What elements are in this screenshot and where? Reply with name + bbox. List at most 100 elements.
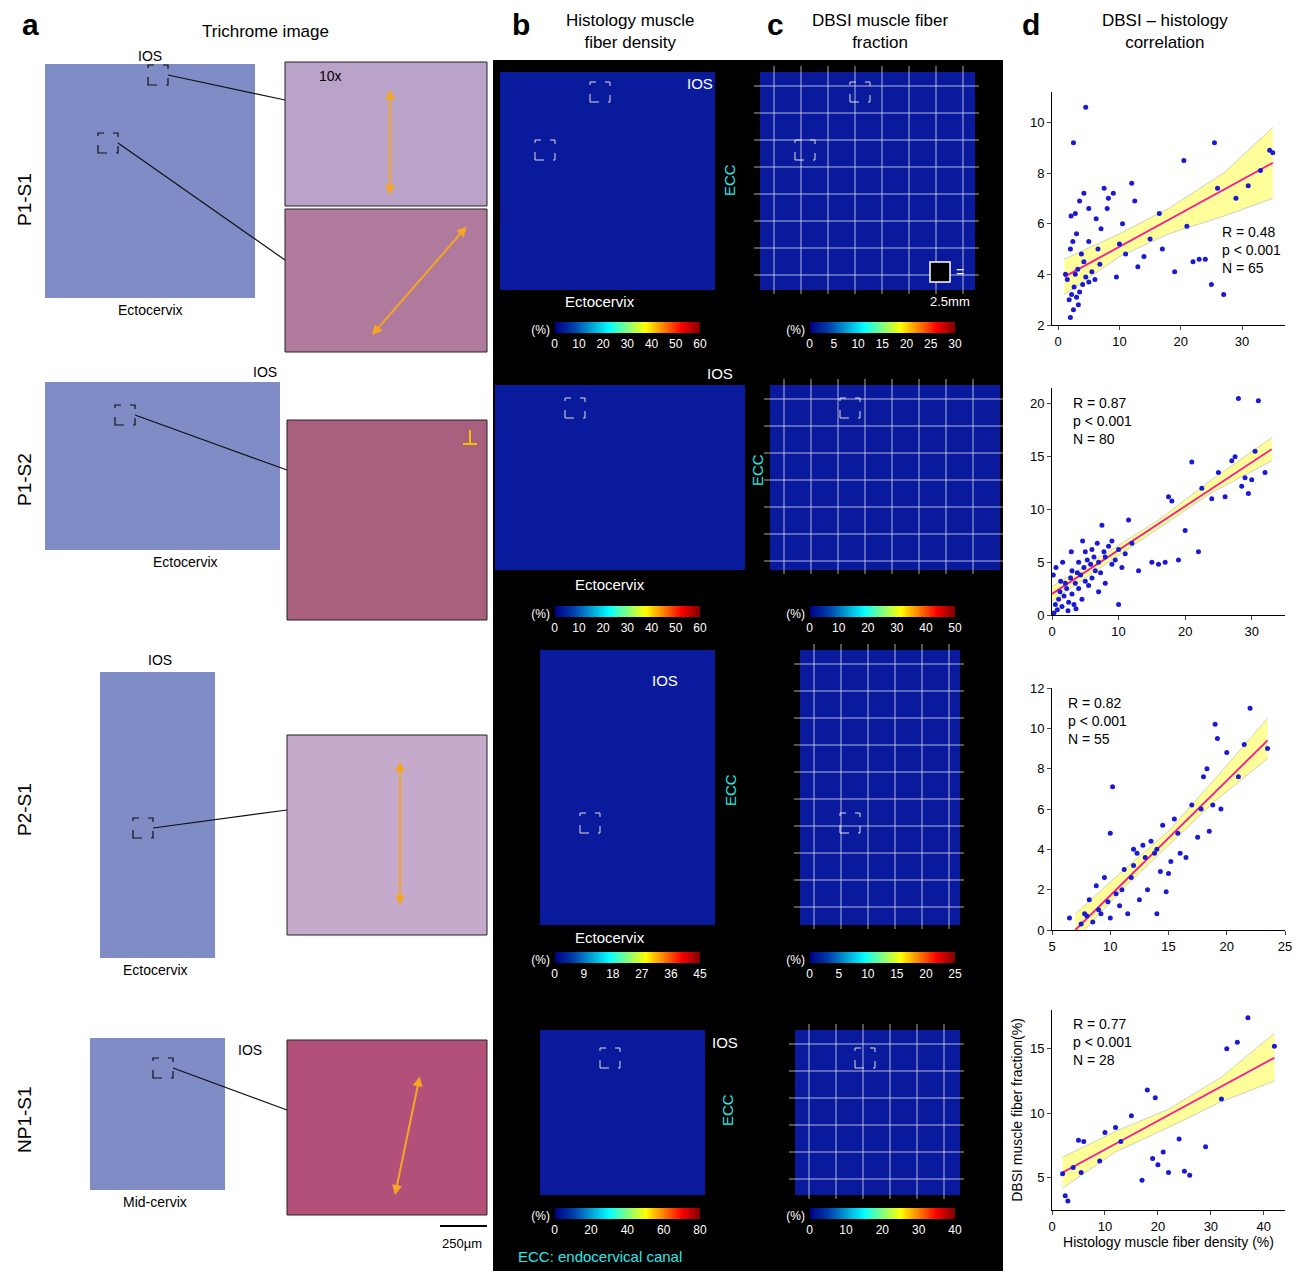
svg-text:IOS: IOS	[707, 365, 733, 382]
svg-text:8: 8	[1037, 761, 1044, 776]
svg-text:Ectocervix: Ectocervix	[565, 293, 635, 310]
svg-text:0: 0	[806, 621, 813, 635]
svg-text:Ectocervix: Ectocervix	[575, 576, 645, 593]
svg-text:0: 0	[551, 337, 558, 351]
svg-text:9: 9	[580, 967, 587, 981]
svg-text:(%): (%)	[531, 1209, 550, 1223]
svg-text:P1-S1: P1-S1	[14, 173, 35, 226]
svg-text:10: 10	[1030, 721, 1044, 736]
svg-text:ECC: ECC	[722, 774, 739, 806]
svg-text:0: 0	[1048, 1219, 1055, 1234]
svg-text:25: 25	[948, 967, 962, 981]
svg-text:Ectocervix: Ectocervix	[118, 302, 183, 318]
svg-text:P1-S2: P1-S2	[14, 453, 35, 506]
svg-text:DBSI – histologycorrelation: DBSI – histologycorrelation	[1102, 11, 1228, 52]
svg-text:10: 10	[1103, 939, 1117, 954]
svg-text:DBSI muscle fiber fraction(%): DBSI muscle fiber fraction(%)	[1009, 1018, 1025, 1202]
svg-text:20: 20	[1151, 1219, 1165, 1234]
svg-text:12: 12	[1030, 681, 1044, 696]
svg-text:50: 50	[669, 621, 683, 635]
svg-text:8: 8	[1037, 166, 1044, 181]
svg-text:10: 10	[1098, 1219, 1112, 1234]
svg-text:ECC: ECC	[721, 164, 738, 196]
svg-text:60: 60	[693, 337, 707, 351]
svg-text:50: 50	[948, 621, 962, 635]
svg-text:20: 20	[1178, 624, 1192, 639]
svg-text:IOS: IOS	[148, 652, 172, 668]
svg-text:(%): (%)	[786, 607, 805, 621]
svg-text:5: 5	[1037, 1170, 1044, 1185]
svg-text:6: 6	[1037, 216, 1044, 231]
svg-text:40: 40	[919, 621, 933, 635]
svg-text:36: 36	[664, 967, 678, 981]
svg-text:30: 30	[621, 337, 635, 351]
svg-text:5: 5	[831, 337, 838, 351]
svg-text:18: 18	[606, 967, 620, 981]
svg-text:15: 15	[1161, 939, 1175, 954]
svg-text:0: 0	[806, 967, 813, 981]
svg-text:IOS: IOS	[652, 672, 678, 689]
svg-text:(%): (%)	[531, 607, 550, 621]
svg-text:80: 80	[693, 1223, 707, 1237]
svg-text:10: 10	[572, 621, 586, 635]
svg-text:2.5mm: 2.5mm	[930, 294, 970, 309]
svg-text:IOS: IOS	[253, 364, 277, 380]
svg-text:=: =	[956, 264, 964, 280]
svg-text:2: 2	[1037, 318, 1044, 333]
svg-text:R = 0.48p < 0.001N = 65: R = 0.48p < 0.001N = 65	[1222, 224, 1281, 276]
svg-text:45: 45	[693, 967, 707, 981]
svg-text:15: 15	[1030, 1041, 1044, 1056]
svg-text:R = 0.87p < 0.001N = 80: R = 0.87p < 0.001N = 80	[1073, 395, 1132, 447]
svg-text:0: 0	[1037, 923, 1044, 938]
svg-text:10: 10	[1030, 502, 1044, 517]
svg-text:20: 20	[900, 337, 914, 351]
svg-text:20: 20	[876, 1223, 890, 1237]
svg-text:Ectocervix: Ectocervix	[575, 929, 645, 946]
svg-text:10x: 10x	[319, 68, 342, 84]
svg-text:IOS: IOS	[238, 1042, 262, 1058]
svg-text:5: 5	[835, 967, 842, 981]
svg-text:40: 40	[948, 1223, 962, 1237]
svg-text:20: 20	[596, 621, 610, 635]
svg-text:Ectocervix: Ectocervix	[123, 962, 188, 978]
svg-text:0: 0	[806, 337, 813, 351]
svg-text:10: 10	[839, 1223, 853, 1237]
svg-text:a: a	[22, 8, 39, 41]
svg-text:IOS: IOS	[712, 1034, 738, 1051]
svg-text:0: 0	[551, 1223, 558, 1237]
svg-text:(%): (%)	[786, 323, 805, 337]
svg-text:Histology musclefiber density: Histology musclefiber density	[566, 11, 695, 52]
svg-text:(%): (%)	[531, 323, 550, 337]
svg-text:2: 2	[1037, 882, 1044, 897]
svg-text:30: 30	[1244, 624, 1258, 639]
svg-text:40: 40	[1257, 1219, 1271, 1234]
svg-text:IOS: IOS	[687, 75, 713, 92]
svg-text:IOS: IOS	[138, 48, 162, 64]
svg-text:0: 0	[806, 1223, 813, 1237]
svg-text:0: 0	[1037, 608, 1044, 623]
svg-text:DBSI muscle fiberfraction: DBSI muscle fiberfraction	[812, 11, 948, 52]
svg-text:10: 10	[1030, 1106, 1044, 1121]
svg-text:40: 40	[645, 621, 659, 635]
svg-text:60: 60	[693, 621, 707, 635]
svg-text:(%): (%)	[531, 953, 550, 967]
svg-text:10: 10	[1030, 115, 1044, 130]
svg-text:0: 0	[1055, 334, 1062, 349]
svg-text:ECC: endocervical canal: ECC: endocervical canal	[518, 1248, 682, 1265]
svg-text:R = 0.82p < 0.001N = 55: R = 0.82p < 0.001N = 55	[1068, 695, 1127, 747]
svg-text:15: 15	[876, 337, 890, 351]
svg-text:20: 20	[1220, 939, 1234, 954]
svg-text:6: 6	[1037, 802, 1044, 817]
svg-text:20: 20	[919, 967, 933, 981]
svg-text:10: 10	[861, 967, 875, 981]
svg-text:40: 40	[621, 1223, 635, 1237]
svg-text:b: b	[512, 8, 530, 41]
svg-text:0: 0	[551, 967, 558, 981]
svg-text:27: 27	[635, 967, 649, 981]
svg-text:20: 20	[861, 621, 875, 635]
svg-text:20: 20	[596, 337, 610, 351]
svg-text:40: 40	[645, 337, 659, 351]
svg-text:(%): (%)	[786, 1209, 805, 1223]
svg-text:ECC: ECC	[749, 454, 766, 486]
svg-text:15: 15	[1030, 449, 1044, 464]
